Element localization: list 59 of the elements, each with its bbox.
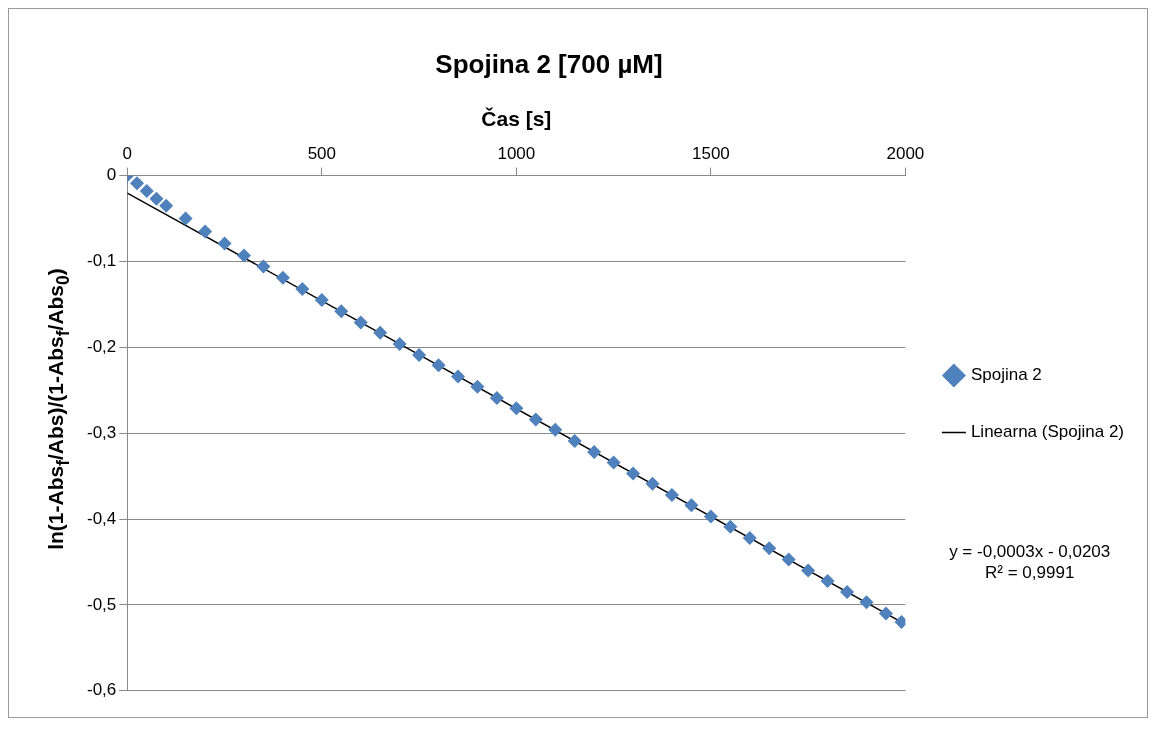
point — [509, 401, 524, 416]
point — [295, 281, 310, 296]
x-axis-title: Čas [s] — [481, 107, 552, 131]
point — [373, 325, 388, 340]
point — [587, 445, 602, 460]
point — [237, 248, 252, 263]
y-tick-label: -0,3 — [87, 422, 117, 442]
point — [178, 211, 193, 226]
point — [528, 412, 543, 427]
point — [130, 176, 145, 191]
point — [840, 585, 855, 600]
point — [139, 184, 154, 199]
chart-title: Spojina 2 [700 µM] — [434, 49, 664, 80]
point — [684, 498, 699, 513]
point — [567, 433, 582, 448]
point — [548, 422, 563, 437]
x-tick-label: 1500 — [691, 144, 730, 164]
text: R² = 0,9991 — [985, 562, 1075, 582]
point — [878, 606, 893, 621]
point — [781, 552, 796, 567]
point — [859, 595, 874, 610]
point — [392, 336, 407, 351]
point — [489, 391, 504, 405]
point — [626, 466, 641, 481]
y-tick-label: -0,2 — [87, 337, 117, 357]
x-tick-label: 1000 — [497, 144, 536, 164]
point — [353, 315, 368, 330]
y-tick-label: -0,5 — [87, 594, 117, 614]
point — [149, 191, 164, 206]
point — [275, 270, 290, 285]
point — [645, 476, 660, 491]
x-tick-label: 0 — [122, 144, 133, 164]
point — [762, 541, 777, 556]
point — [256, 259, 271, 274]
point — [431, 358, 446, 373]
y-tick-label: -0,6 — [87, 680, 117, 700]
x-tick-label: 2000 — [886, 144, 925, 164]
point — [742, 530, 757, 545]
point — [334, 304, 349, 319]
point — [412, 348, 427, 363]
point — [470, 379, 485, 394]
point — [217, 236, 232, 251]
text: y = -0,0003x - 0,0203 — [949, 541, 1111, 561]
legend-label: Linearna (Spojina 2) — [970, 422, 1125, 442]
point — [820, 573, 835, 588]
legend-label: Spojina 2 — [970, 365, 1042, 385]
point — [159, 198, 174, 213]
point — [703, 509, 718, 524]
y-tick-label: -0,1 — [87, 251, 117, 271]
point — [606, 455, 621, 470]
point — [801, 563, 816, 578]
point — [314, 293, 329, 308]
y-tick-label: 0 — [106, 165, 117, 185]
x-tick-label: 500 — [307, 144, 337, 164]
point — [664, 488, 679, 503]
point — [723, 519, 738, 534]
point — [450, 369, 465, 384]
point — [198, 224, 213, 239]
y-tick-label: -0,4 — [87, 508, 117, 528]
